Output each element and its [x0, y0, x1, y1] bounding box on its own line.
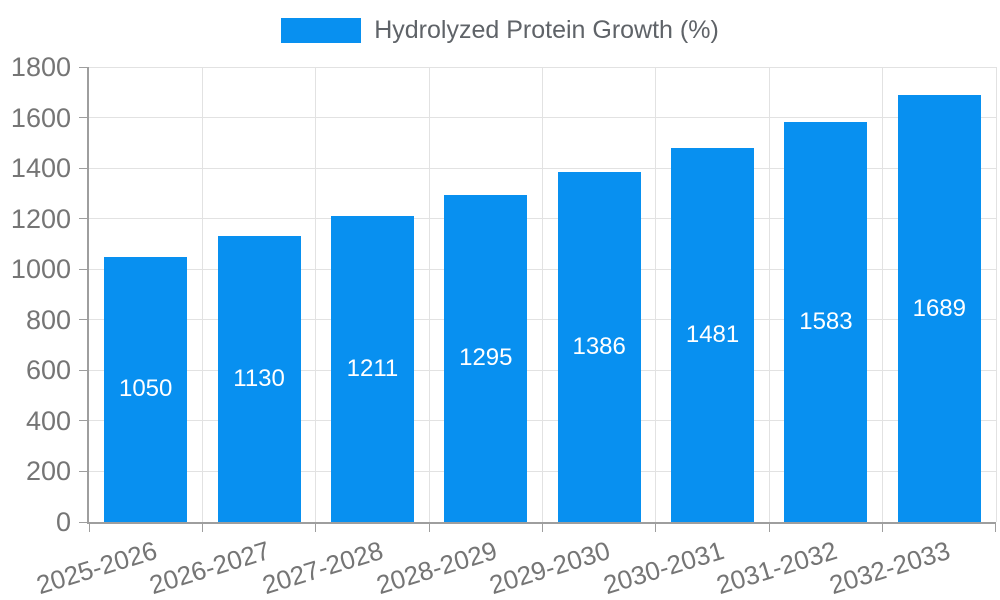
y-axis-tick [79, 268, 87, 270]
bar-value-label: 1386 [572, 332, 626, 360]
bar-value-label: 1295 [459, 344, 513, 372]
y-axis-tick [79, 470, 87, 472]
x-axis-tick [994, 524, 996, 532]
y-axis-tick [79, 66, 87, 68]
bar-2029-2030[interactable]: 1386 [557, 171, 641, 522]
x-grid-line [315, 67, 317, 522]
y-axis-tick [79, 420, 87, 422]
y-tick-label: 600 [25, 355, 71, 386]
y-tick-label: 0 [55, 507, 71, 537]
x-grid-line [995, 67, 997, 522]
bar-value-label: 1130 [233, 365, 285, 393]
bar-2025-2026[interactable]: 1050 [104, 256, 188, 522]
bar-value-label: 1211 [346, 354, 399, 382]
y-axis-tick [79, 117, 87, 119]
x-axis-tick [201, 524, 203, 532]
bar-value-label: 1481 [685, 320, 740, 348]
bar-2027-2028[interactable]: 1211 [330, 215, 414, 522]
y-axis-tick [79, 167, 87, 169]
y-tick-label: 400 [25, 405, 71, 436]
x-axis-tick [655, 524, 657, 532]
x-grid-line [882, 67, 884, 522]
bar-value-label: 1583 [799, 307, 853, 335]
y-tick-label: 800 [25, 304, 71, 335]
x-axis-tick [542, 524, 543, 532]
bar-2032-2033[interactable]: 1689 [897, 95, 981, 522]
y-axis-tick [79, 369, 87, 371]
x-grid-line [201, 67, 203, 522]
y-axis-tick [79, 218, 87, 220]
x-axis-tick [768, 524, 770, 532]
legend[interactable]: Hydrolyzed Protein Growth (%) [0, 16, 1000, 45]
y-tick-label: 1000 [10, 254, 71, 285]
bar-2031-2032[interactable]: 1583 [784, 121, 868, 522]
legend-swatch [281, 18, 362, 43]
legend-label: Hydrolyzed Protein Growth (%) [374, 16, 719, 44]
y-tick-label: 200 [25, 456, 71, 487]
x-grid-line [655, 67, 657, 522]
x-axis-tick [428, 524, 430, 532]
y-tick-label: 1400 [10, 153, 71, 184]
x-axis-tick [88, 524, 90, 532]
bar-2026-2027[interactable]: 1130 [217, 236, 301, 522]
x-axis-tick [882, 524, 884, 532]
bar-2028-2029[interactable]: 1295 [444, 194, 528, 522]
y-tick-label: 1600 [10, 102, 71, 133]
x-grid-line [768, 67, 770, 522]
bar-value-label: 1689 [912, 294, 966, 322]
y-axis-tick [79, 319, 87, 321]
plot-area: 0 200 400 600 800 1000 1200 1400 1600 1800 1050 202… [11, 53, 997, 600]
bar-2030-2031[interactable]: 1481 [671, 147, 755, 522]
bar-value-label: 1050 [118, 375, 173, 403]
y-axis-tick [79, 521, 87, 523]
y-tick-label: 1800 [10, 52, 71, 82]
x-grid-line [542, 67, 543, 522]
x-axis-tick [315, 524, 317, 532]
y-tick-label: 1200 [10, 203, 71, 234]
x-grid-line [428, 67, 430, 522]
